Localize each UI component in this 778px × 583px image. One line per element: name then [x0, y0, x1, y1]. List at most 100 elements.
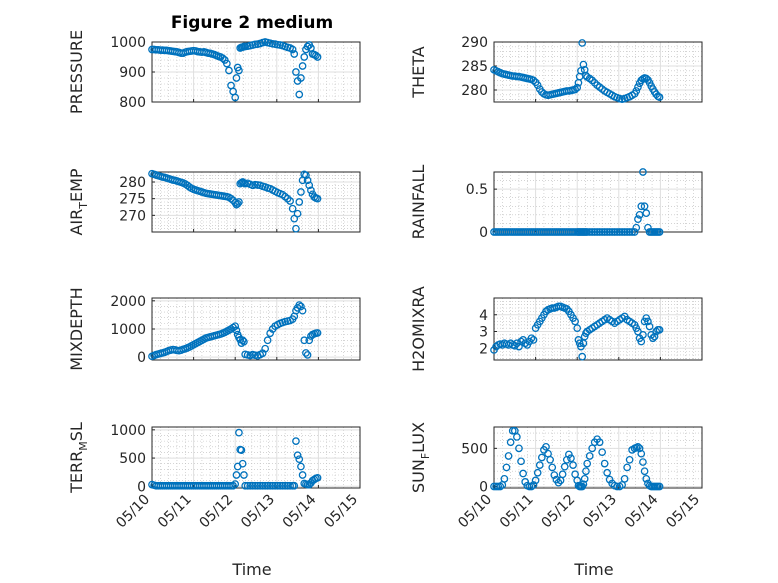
data-point [634, 83, 642, 91]
x-tick-label: 05/14 [280, 491, 320, 531]
data-point [655, 228, 664, 236]
x-tick-label: 05/13 [238, 492, 278, 532]
data-point [251, 481, 260, 490]
data-point [519, 469, 527, 478]
data-point [569, 461, 577, 469]
data-point [567, 454, 575, 463]
data-point [298, 306, 307, 315]
data-point [500, 474, 509, 483]
data-point [529, 481, 538, 489]
data-point [639, 168, 647, 176]
data-point [537, 453, 546, 462]
data-point [225, 66, 233, 75]
subplot-mixdepth: 0 1000 2000 MIXDEPTH [67, 287, 361, 371]
data-point [313, 473, 322, 482]
data-point [588, 228, 597, 236]
data-point [233, 199, 242, 208]
data-point [613, 482, 621, 491]
data-point [558, 470, 567, 479]
subplot-sun-flux: 0 500 05/10 05/11 05/12 05/13 05/14 05/15 SUNFLU… [409, 422, 703, 531]
data-point [632, 87, 641, 95]
y-tick-label: 500 [119, 451, 146, 467]
data-point [517, 337, 525, 346]
data-point [292, 224, 300, 233]
data-point [600, 228, 609, 236]
data-point [235, 428, 243, 437]
y-tick-label: 0 [137, 350, 146, 366]
data-point [281, 481, 289, 490]
data-point [303, 176, 312, 185]
data-point [554, 478, 563, 487]
data-point [598, 448, 607, 457]
data-point [227, 194, 235, 203]
data-point [635, 211, 644, 219]
y-tick-label: 1000 [110, 322, 146, 338]
data-point [655, 325, 664, 334]
data-point [639, 331, 647, 339]
data-point [218, 54, 227, 63]
data-point [625, 228, 634, 236]
data-point [302, 349, 310, 357]
data-point [590, 228, 599, 236]
data-point [625, 455, 634, 464]
data-point [266, 481, 274, 490]
data-point [595, 228, 604, 236]
y-tick-label: 500 [461, 441, 488, 457]
subplot-rainfall: 0 0.5 RAINFALL [409, 165, 703, 241]
data-point [298, 62, 307, 70]
data-point [295, 301, 304, 309]
data-point [527, 482, 536, 491]
axes-box [151, 171, 361, 233]
axes-box [493, 171, 703, 233]
data-point [238, 336, 247, 345]
subplot-pressure: 800 900 1000 PRESSURE [67, 30, 361, 114]
x-tick-label: 05/11 [155, 492, 195, 532]
axes-box [493, 426, 703, 489]
data-point [313, 194, 322, 203]
y-axis-label: SUNFLUX [409, 422, 432, 493]
data-point [293, 209, 302, 218]
data-point [637, 449, 646, 458]
data-point [290, 50, 299, 58]
data-point [263, 336, 272, 345]
data-point [231, 480, 240, 488]
y-tick-label: 275 [119, 192, 146, 208]
data-point [241, 481, 250, 490]
data-point [529, 76, 538, 85]
data-point [240, 471, 248, 479]
data-point [223, 59, 231, 68]
data-point [613, 228, 621, 236]
data-point [261, 344, 270, 353]
data-point [502, 463, 511, 472]
data-point [286, 197, 294, 205]
data-point [248, 481, 257, 490]
data-point [655, 482, 664, 491]
data-point [531, 476, 540, 485]
data-point [578, 39, 587, 47]
data-point [542, 442, 550, 451]
data-point [650, 332, 659, 341]
data-point [623, 463, 631, 472]
y-axis-label: RAINFALL [409, 165, 428, 240]
subplot-terr-msl: 0 500 1000 05/10 05/11 05/12 05/13 05/14 05/15 TE… [67, 422, 361, 531]
figure-title: Figure 2 medium [171, 13, 333, 33]
data-point [303, 351, 312, 359]
data-point [649, 334, 657, 343]
y-tick-label: 0 [137, 479, 146, 495]
data-point [292, 437, 300, 445]
y-axis-label: MIXDEPTH [67, 287, 86, 370]
x-axis-label-right: Time [573, 560, 613, 579]
data-point [573, 83, 582, 92]
data-point [634, 215, 642, 223]
data-point [276, 481, 284, 490]
y-tick-label: 3 [479, 325, 488, 341]
data-point [603, 468, 612, 477]
data-point [517, 457, 525, 466]
x-tick-label: 05/11 [497, 492, 537, 532]
data-point [640, 467, 649, 476]
data-point [261, 481, 270, 490]
data-point [582, 467, 590, 476]
data-point [583, 228, 592, 236]
